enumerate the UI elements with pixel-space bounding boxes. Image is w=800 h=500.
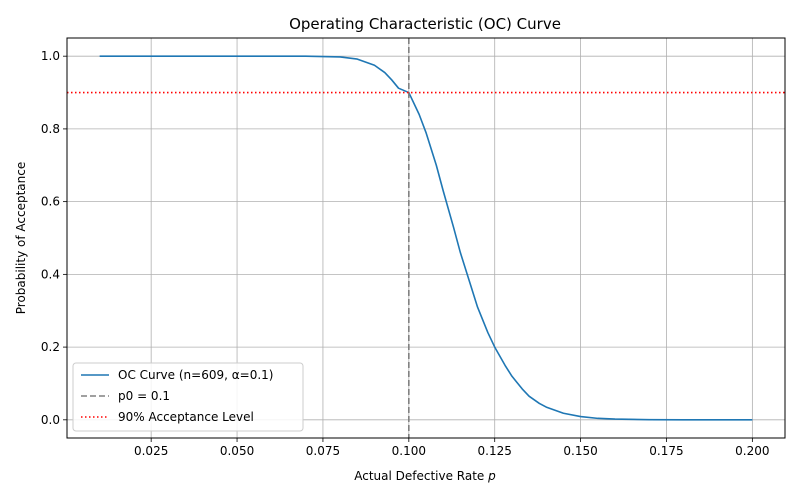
y-tick-label: 0.6 [41, 195, 60, 209]
legend-label-acceptance-level: 90% Acceptance Level [118, 410, 254, 424]
legend-box [72, 362, 304, 432]
x-tick-label: 0.200 [735, 444, 769, 458]
y-axis-ticks: 0.0 0.2 0.4 0.6 0.8 1.0 [41, 49, 67, 427]
x-axis-ticks: 0.025 0.050 0.075 0.100 0.125 0.150 0.175 0.200 [134, 438, 770, 458]
y-tick-label: 0.2 [41, 340, 60, 354]
x-tick-label: 0.050 [220, 444, 254, 458]
legend: OC Curve (n=609, α=0.1) p0 = 0.1 90% Acc… [72, 362, 304, 432]
legend-label-p0: p0 = 0.1 [118, 389, 170, 403]
x-tick-label: 0.175 [649, 444, 683, 458]
chart-title: Operating Characteristic (OC) Curve [289, 15, 561, 33]
x-tick-label: 0.075 [306, 444, 340, 458]
x-tick-label: 0.125 [478, 444, 512, 458]
x-tick-label: 0.150 [563, 444, 597, 458]
y-tick-label: 1.0 [41, 49, 60, 63]
y-tick-label: 0.4 [41, 267, 60, 281]
x-tick-label: 0.100 [392, 444, 426, 458]
legend-label-oc-curve: OC Curve (n=609, α=0.1) [118, 368, 273, 382]
y-axis-label: Probability of Acceptance [14, 162, 28, 314]
y-tick-label: 0.8 [41, 122, 60, 136]
plot-content [67, 38, 785, 438]
x-tick-label: 0.025 [134, 444, 168, 458]
y-tick-label: 0.0 [41, 413, 60, 427]
axes-frame [66, 37, 786, 439]
x-axis-label: Actual Defective Rate p [354, 469, 496, 483]
x-axis-label-variable: p [487, 469, 496, 483]
oc-curve-line [99, 55, 753, 421]
x-axis-label-text: Actual Defective Rate [354, 469, 484, 483]
